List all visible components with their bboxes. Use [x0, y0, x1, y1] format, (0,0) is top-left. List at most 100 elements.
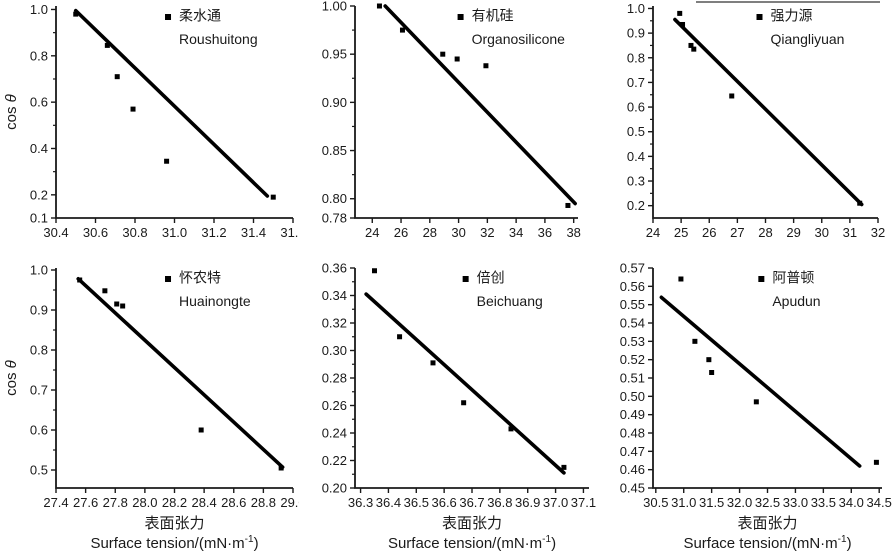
svg-text:34.5: 34.5	[867, 495, 892, 510]
svg-text:0.56: 0.56	[620, 279, 645, 294]
svg-text:28.2: 28.2	[162, 495, 187, 510]
svg-text:28.6: 28.6	[221, 495, 246, 510]
svg-text:27.4: 27.4	[43, 495, 68, 510]
svg-text:0.5: 0.5	[30, 463, 48, 478]
svg-text:强力源: 强力源	[771, 8, 813, 24]
svg-text:30: 30	[815, 225, 829, 240]
svg-text:0.57: 0.57	[620, 261, 645, 276]
svg-text:1.0: 1.0	[30, 263, 48, 278]
svg-text:Organosilicone: Organosilicone	[472, 31, 566, 47]
svg-text:0.9: 0.9	[30, 303, 48, 318]
svg-text:0.4: 0.4	[627, 149, 645, 164]
svg-text:Apudun: Apudun	[772, 293, 820, 309]
svg-text:29.0: 29.0	[280, 495, 299, 510]
svg-text:0.7: 0.7	[627, 75, 645, 90]
svg-text:0.55: 0.55	[620, 297, 645, 312]
svg-text:34.0: 34.0	[839, 495, 864, 510]
svg-text:0.50: 0.50	[620, 389, 645, 404]
svg-text:表面张力: 表面张力	[442, 515, 502, 532]
svg-text:25: 25	[674, 225, 688, 240]
svg-text:33.5: 33.5	[811, 495, 836, 510]
svg-text:表面张力: 表面张力	[144, 515, 204, 532]
svg-text:0.51: 0.51	[620, 371, 645, 386]
panel-beichuang: 36.3 36.4 36.5 36.6 36.7 36.8 36.9 37.0 37.1 0.20…	[299, 260, 597, 553]
svg-text:0.6: 0.6	[627, 100, 645, 115]
svg-text:0.6: 0.6	[30, 95, 48, 110]
svg-text:36: 36	[538, 225, 552, 240]
svg-text:31: 31	[843, 225, 857, 240]
svg-text:0.80: 0.80	[322, 191, 347, 206]
svg-text:24: 24	[365, 225, 379, 240]
svg-text:Surface tension/(mN·m-1): Surface tension/(mN·m-1)	[683, 534, 851, 552]
svg-text:倍创: 倍创	[477, 270, 505, 286]
svg-text:29: 29	[786, 225, 800, 240]
svg-text:Roushuitong: Roushuitong	[179, 31, 258, 47]
svg-text:Qiangliyuan: Qiangliyuan	[771, 31, 845, 47]
svg-text:36.9: 36.9	[515, 495, 540, 510]
svg-text:30.5: 30.5	[643, 495, 668, 510]
svg-text:柔水通: 柔水通	[179, 8, 221, 24]
svg-text:0.2: 0.2	[30, 187, 48, 202]
svg-text:0.8: 0.8	[30, 343, 48, 358]
svg-text:31.0: 31.0	[671, 495, 696, 510]
svg-text:有机硅: 有机硅	[472, 8, 514, 24]
panel-roushuitong: 30.4 30.6 30.8 31.0 31.2 31.4 31.6 0.1 0.2 0.4 0.6…	[0, 0, 306, 260]
svg-text:0.4: 0.4	[30, 141, 48, 156]
svg-text:0.5: 0.5	[627, 124, 645, 139]
scatter-plot-organosilicone: 24 26 28 30 32 34 36 38 0.78 0.80 0.85 0.90 0.95 1.00…	[322, 0, 581, 240]
svg-text:Huainongte: Huainongte	[179, 293, 251, 309]
svg-text:0.34: 0.34	[322, 288, 347, 303]
svg-text:1.0: 1.0	[30, 2, 48, 17]
svg-text:0.6: 0.6	[30, 423, 48, 438]
svg-text:30.6: 30.6	[83, 225, 108, 240]
svg-text:36.6: 36.6	[431, 495, 456, 510]
svg-text:36.7: 36.7	[459, 495, 484, 510]
svg-text:表面张力: 表面张力	[737, 515, 797, 532]
svg-text:0.32: 0.32	[322, 316, 347, 331]
svg-text:Beichuang: Beichuang	[477, 293, 543, 309]
svg-text:0.53: 0.53	[620, 334, 645, 349]
svg-text:阿普顿: 阿普顿	[772, 270, 814, 286]
svg-text:1.00: 1.00	[322, 0, 347, 14]
svg-text:26: 26	[702, 225, 716, 240]
svg-text:0.8: 0.8	[627, 50, 645, 65]
svg-text:0.24: 0.24	[322, 426, 347, 441]
svg-text:27.6: 27.6	[73, 495, 98, 510]
svg-text:0.45: 0.45	[620, 481, 645, 496]
svg-text:32.5: 32.5	[755, 495, 780, 510]
svg-text:0.46: 0.46	[620, 462, 645, 477]
svg-text:cos θ: cos θ	[3, 360, 20, 396]
svg-text:28.0: 28.0	[132, 495, 157, 510]
svg-text:27: 27	[730, 225, 744, 240]
svg-text:33.0: 33.0	[783, 495, 808, 510]
svg-text:1.0: 1.0	[627, 1, 645, 16]
svg-text:32: 32	[871, 225, 885, 240]
scatter-plot-beichuang: 36.3 36.4 36.5 36.6 36.7 36.8 36.9 37.0 37.1 0.20…	[322, 261, 596, 553]
svg-text:cos θ: cos θ	[3, 94, 20, 130]
svg-text:Surface tension/(mN·m-1): Surface tension/(mN·m-1)	[90, 534, 258, 552]
svg-text:30.8: 30.8	[122, 225, 147, 240]
panel-huainongte: 27.4 27.6 27.8 28.0 28.2 28.4 28.6 28.8 29.0 0.5 0…	[0, 260, 306, 553]
svg-text:0.49: 0.49	[620, 407, 645, 422]
scatter-plot-qiangliyuan: 24 25 26 27 28 29 30 31 32 0.2 0.3 0.4 0.5 0.6 0.7 0.8 0…	[627, 1, 885, 240]
panel-apudun: 30.5 31.0 31.5 32.0 32.5 33.0 33.5 34.0 34.5 0.45…	[597, 260, 895, 553]
svg-text:32.0: 32.0	[727, 495, 752, 510]
svg-text:0.47: 0.47	[620, 444, 645, 459]
scatter-plot-apudun: 30.5 31.0 31.5 32.0 32.5 33.0 33.5 34.0 34.5 0.45…	[620, 261, 892, 553]
svg-text:36.5: 36.5	[404, 495, 429, 510]
svg-text:Surface tension/(mN·m-1): Surface tension/(mN·m-1)	[388, 534, 556, 552]
svg-text:0.28: 0.28	[322, 371, 347, 386]
svg-text:37.0: 37.0	[543, 495, 568, 510]
svg-text:31.0: 31.0	[162, 225, 187, 240]
svg-text:0.85: 0.85	[322, 143, 347, 158]
svg-text:36.4: 36.4	[376, 495, 401, 510]
scatter-plot-roushuitong: 30.4 30.6 30.8 31.0 31.2 31.4 31.6 0.1 0.2 0.4 0.6…	[3, 2, 306, 240]
svg-text:30.4: 30.4	[43, 225, 68, 240]
svg-text:0.54: 0.54	[620, 316, 645, 331]
svg-text:31.5: 31.5	[699, 495, 724, 510]
svg-text:31.4: 31.4	[241, 225, 266, 240]
svg-text:0.78: 0.78	[322, 211, 347, 226]
svg-text:28: 28	[423, 225, 437, 240]
svg-text:32: 32	[480, 225, 494, 240]
